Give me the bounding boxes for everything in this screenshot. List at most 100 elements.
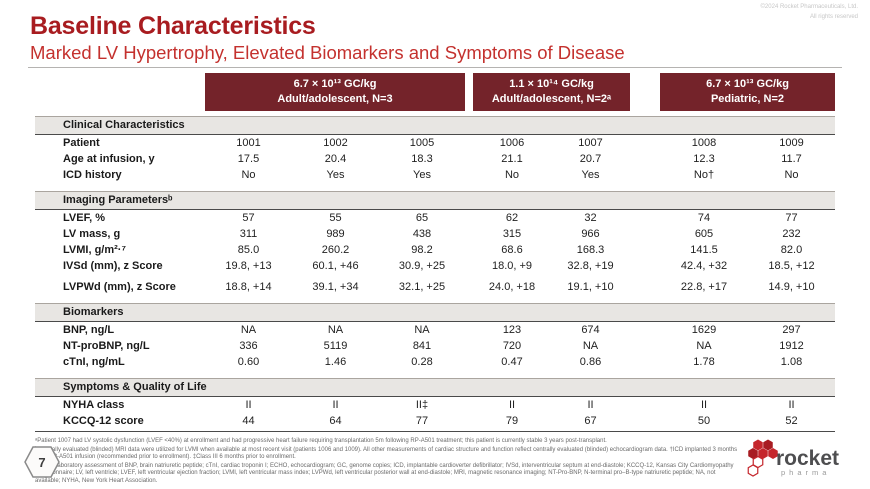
table-cell: 168.3 xyxy=(576,244,605,256)
table-cell: II xyxy=(788,399,795,411)
row-label: NT-proBNP, ng/L xyxy=(63,340,150,352)
population-line: Pediatric, N=2 xyxy=(710,93,785,105)
table-cell: 50 xyxy=(697,415,711,427)
table-cell: 674 xyxy=(581,324,600,336)
hexagon-cluster-icon xyxy=(747,439,778,477)
table-cell: 55 xyxy=(329,212,342,224)
table-cell: II xyxy=(700,399,708,411)
table-cell: 21.1 xyxy=(501,153,523,165)
row-label: Age at infusion, y xyxy=(63,153,155,165)
table-cell: 1.08 xyxy=(780,356,803,368)
table-row: IVSd (mm), z Score 19.8, +13 60.1, +46 30.9… xyxy=(35,258,835,274)
table-cell: 67 xyxy=(584,415,597,427)
table-cell: 32.1, +25 xyxy=(398,281,446,293)
table-cell: NA xyxy=(696,340,712,352)
table-cell: 12.3 xyxy=(693,153,715,165)
table-cell: 0.60 xyxy=(237,356,260,368)
table-cell: 989 xyxy=(326,228,345,240)
logo-wordmark: rocket xyxy=(776,447,839,470)
table-cell: 32.8, +19 xyxy=(567,260,614,272)
row-label: LVMI, g/m²·⁷ xyxy=(63,244,126,256)
table-cell: No xyxy=(241,169,256,181)
table-cell: 841 xyxy=(412,340,432,352)
table-cell: 18.3 xyxy=(411,153,433,165)
table-cell: 77 xyxy=(415,415,429,427)
table-cell: 232 xyxy=(782,228,801,240)
table-cell: 966 xyxy=(581,228,600,240)
table-cell: 123 xyxy=(502,324,522,336)
table-row: ICD history No Yes Yes No Yes No† No xyxy=(35,167,835,183)
table-cell: II xyxy=(508,399,516,411)
table-cell: 18.8, +14 xyxy=(225,281,272,293)
table-cell: 0.47 xyxy=(501,356,523,368)
table-cell: 260.2 xyxy=(321,244,350,256)
table-cell: 1008 xyxy=(691,137,717,149)
table-cell: 65 xyxy=(415,212,429,224)
dose-header-adult-n3: 6.7 × 10¹³ GC/kg Adult/adolescent, N=3 xyxy=(205,73,465,111)
table-cell: 11.7 xyxy=(781,153,802,165)
table-cell: NA xyxy=(414,324,430,336)
table-row: NT-proBNP, ng/L 336 5119 841 720 NA NA 1912 xyxy=(35,338,835,354)
row-label: LVPWd (mm), z Score xyxy=(63,281,176,293)
table-cell: 19.1, +10 xyxy=(567,281,614,293)
table-cell: NA xyxy=(582,340,599,352)
section-header-symptoms-quality-of-life: Symptoms & Quality of Life xyxy=(35,378,835,397)
row-label: cTnI, ng/mL xyxy=(63,356,125,368)
table-cell: No xyxy=(504,169,520,181)
page-title: Baseline Characteristics xyxy=(30,12,316,40)
row-label: LV mass, g xyxy=(63,228,121,240)
table-cell: 141.5 xyxy=(690,244,718,256)
table-cell: 24.0, +18 xyxy=(488,281,536,293)
page-number-badge: 7 xyxy=(24,446,60,483)
table-cell: 297 xyxy=(782,324,801,336)
table-cell: 1006 xyxy=(499,137,525,149)
table-cell: 1007 xyxy=(578,137,603,149)
footnote-abbreviations: Central laboratory assessment of BNP, br… xyxy=(35,462,734,484)
dose-header-pediatric-n2: 6.7 × 10¹³ GC/kg Pediatric, N=2 xyxy=(660,73,835,111)
table-cell: 311 xyxy=(239,228,258,240)
table-cell: II xyxy=(587,399,594,411)
table-cell: 20.4 xyxy=(324,153,347,165)
table-cell: 68.6 xyxy=(501,244,523,256)
table-cell: II xyxy=(245,399,252,411)
title-divider xyxy=(28,67,842,68)
table-cell: 1.78 xyxy=(693,356,715,368)
table-cell: 1629 xyxy=(691,324,717,336)
section-header-clinical-characteristics: Clinical Characteristics xyxy=(35,116,835,135)
population-line: Adult/adolescent, N=2ᵃ xyxy=(491,93,612,105)
table-row: cTnI, ng/mL 0.60 1.46 0.28 0.47 0.86 1.78 1.08 xyxy=(35,354,835,370)
table-cell: 19.8, +13 xyxy=(225,260,272,272)
table-cell: 20.7 xyxy=(579,153,602,165)
table-cell: 0.86 xyxy=(579,356,602,368)
table-cell: 1.46 xyxy=(324,356,347,368)
table-cell: 14.9, +10 xyxy=(768,281,815,293)
table-cell: 0.28 xyxy=(411,356,433,368)
table-cell: Yes xyxy=(581,169,600,181)
baseline-characteristics-table: 6.7 × 10¹³ GC/kg Adult/adolescent, N=3 1… xyxy=(35,73,835,432)
table-cell: 438 xyxy=(412,228,432,240)
copyright-line2: All rights reserved xyxy=(809,13,858,20)
table-cell: 52 xyxy=(785,415,798,427)
dose-header-adult-n2: 1.1 × 10¹⁴ GC/kg Adult/adolescent, N=2ᵃ xyxy=(473,73,630,111)
section-header-imaging-parameters: Imaging Parametersᵇ xyxy=(35,191,835,210)
table-row: LVPWd (mm), z Score 18.8, +14 39.1, +34 32.… xyxy=(35,279,835,295)
table-cell: 64 xyxy=(329,415,342,427)
table-cell: 77 xyxy=(785,212,798,224)
row-label: IVSd (mm), z Score xyxy=(63,260,163,272)
row-label: BNP, ng/L xyxy=(63,324,115,336)
table-cell: 62 xyxy=(505,212,519,224)
table-body: Clinical Characteristics Patient 1001 1002 1… xyxy=(35,116,835,432)
page-number-hexagon: 7 xyxy=(24,446,60,478)
table-cell: II xyxy=(332,399,339,411)
copyright-line1: ©2024 Rocket Pharmaceuticals, Ltd. xyxy=(760,4,858,10)
table-cell: Yes xyxy=(326,169,345,181)
footnotes: ᵃPatient 1007 had LV systolic dysfunctio… xyxy=(35,438,740,487)
table-row: NYHA class II II II‡ II II II II xyxy=(35,397,835,413)
table-cell: 30.9, +25 xyxy=(398,260,446,272)
row-label: NYHA class xyxy=(63,399,125,411)
table-cell: 1005 xyxy=(409,137,435,149)
table-cell: 1912 xyxy=(779,340,804,352)
table-cell: 44 xyxy=(242,415,255,427)
table-cell: No† xyxy=(693,169,715,181)
table-row: Age at infusion, y 17.5 20.4 18.3 21.1 20.7 12… xyxy=(35,151,835,167)
